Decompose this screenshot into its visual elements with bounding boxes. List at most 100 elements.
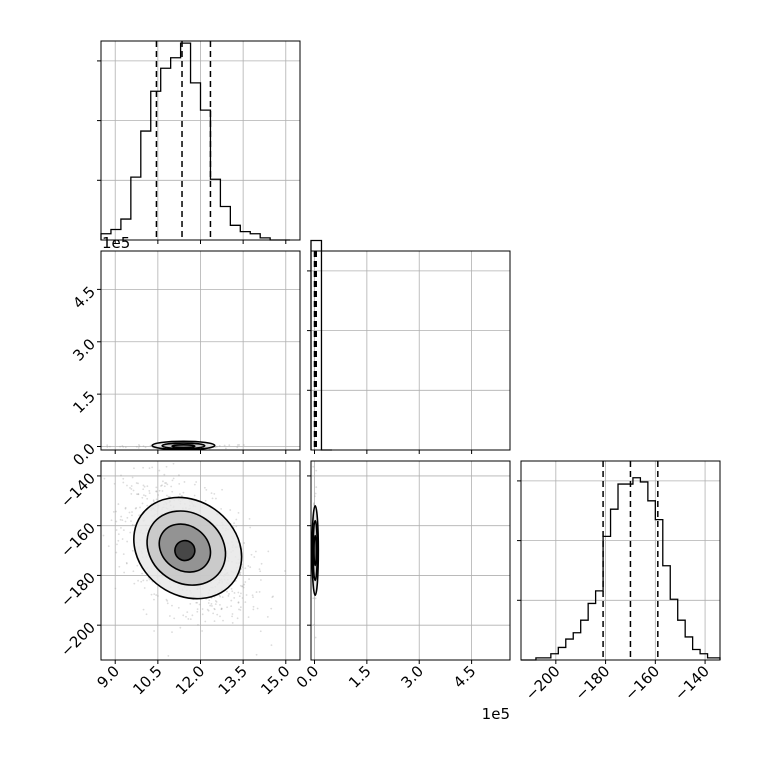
scatter-point (183, 481, 186, 483)
y-tick-label: 1.5 (69, 387, 99, 417)
scatter-point (178, 474, 180, 477)
scatter-point (241, 585, 243, 588)
scatter-point (125, 561, 128, 564)
scatter-point (115, 551, 118, 554)
scatter-point (155, 490, 158, 493)
scatter-point (132, 570, 135, 573)
scatter-point (158, 489, 161, 492)
scatter-point (124, 446, 127, 449)
scatter-point (180, 495, 183, 498)
scatter-point (249, 566, 252, 569)
scatter-point (142, 579, 145, 582)
scatter-point (171, 604, 173, 607)
scatter-point (260, 579, 262, 581)
scatter-point (230, 599, 233, 602)
scatter-point (314, 636, 317, 639)
scatter-point (212, 612, 215, 615)
scatter-point (96, 476, 98, 478)
scatter-point (138, 445, 141, 448)
scatter-point (130, 485, 133, 487)
contour-level (171, 443, 196, 449)
scatter-point (172, 462, 175, 465)
histogram-step (100, 42, 291, 241)
scatter-point (230, 605, 233, 608)
scatter-point (207, 602, 210, 604)
scatter-point (205, 488, 208, 491)
scatter-point (106, 444, 109, 447)
scatter-point (122, 529, 125, 532)
scatter-point (252, 596, 254, 599)
scatter-point (134, 507, 137, 510)
scatter-point (129, 531, 132, 534)
x-tick-label: −140 (671, 662, 713, 704)
scatter-point (211, 497, 214, 500)
scatter-point (247, 565, 250, 567)
scatter-point (258, 591, 261, 593)
scatter-point (315, 486, 318, 489)
y-tick-label: −160 (57, 519, 99, 561)
x-tick-label: −160 (621, 662, 663, 704)
scatter-point (259, 630, 262, 633)
scatter-point (221, 488, 223, 491)
scatter-point (187, 618, 190, 620)
scatter-point (165, 465, 168, 468)
scatter-point (167, 495, 170, 498)
scatter-point (230, 587, 233, 590)
scatter-point (137, 493, 140, 495)
scatter-point (133, 467, 135, 470)
scatter-point (210, 492, 213, 495)
x-tick-label: 13.5 (215, 662, 251, 698)
scatter-point (124, 507, 127, 510)
scatter-point (152, 500, 155, 503)
scatter-point (165, 482, 168, 484)
scatter-point (120, 526, 122, 529)
scatter-point (195, 481, 198, 483)
panel-background (311, 251, 510, 450)
scatter-point (271, 596, 274, 599)
scatter-point (235, 518, 238, 521)
scatter-point (255, 591, 258, 593)
scatter-point (243, 583, 246, 586)
scatter-point (312, 503, 315, 506)
panel-frame (310, 250, 511, 451)
scatter-point (131, 476, 134, 479)
scatter-point (166, 602, 169, 605)
scatter-point (206, 608, 209, 611)
scatter-point (137, 493, 140, 496)
scatter-point (195, 601, 198, 604)
scatter-point (213, 607, 216, 610)
scatter-point (201, 613, 204, 616)
scatter-point (235, 525, 238, 528)
scatter-point (135, 506, 138, 509)
scatter-point (213, 608, 216, 611)
panel-background (311, 461, 510, 660)
scatter-point (166, 494, 168, 497)
scatter-point (178, 482, 181, 485)
scatter-point (148, 578, 151, 581)
scatter-point (163, 485, 166, 488)
panel-frame (520, 460, 721, 661)
scatter-point (314, 492, 317, 495)
scatter-point (151, 466, 154, 469)
scatter-point (144, 494, 147, 497)
scatter-point (244, 567, 247, 570)
scatter-point (164, 482, 166, 484)
scatter-point (266, 616, 269, 618)
x-tick-label: 0.0 (293, 662, 323, 692)
scatter-point (228, 444, 231, 447)
scatter-point (238, 608, 240, 611)
scatter-point (185, 615, 187, 618)
scatter-point (141, 496, 144, 499)
scatter-point (131, 514, 133, 517)
scatter-point (220, 508, 223, 510)
scatter-point (177, 606, 180, 609)
scatter-point (143, 587, 146, 589)
scatter-point (163, 473, 166, 476)
scatter-point (214, 603, 217, 606)
scatter-point (253, 556, 256, 558)
scatter-point (233, 592, 236, 594)
scatter-point (146, 504, 149, 507)
scatter-point (247, 616, 250, 619)
scatter-point (248, 578, 250, 580)
